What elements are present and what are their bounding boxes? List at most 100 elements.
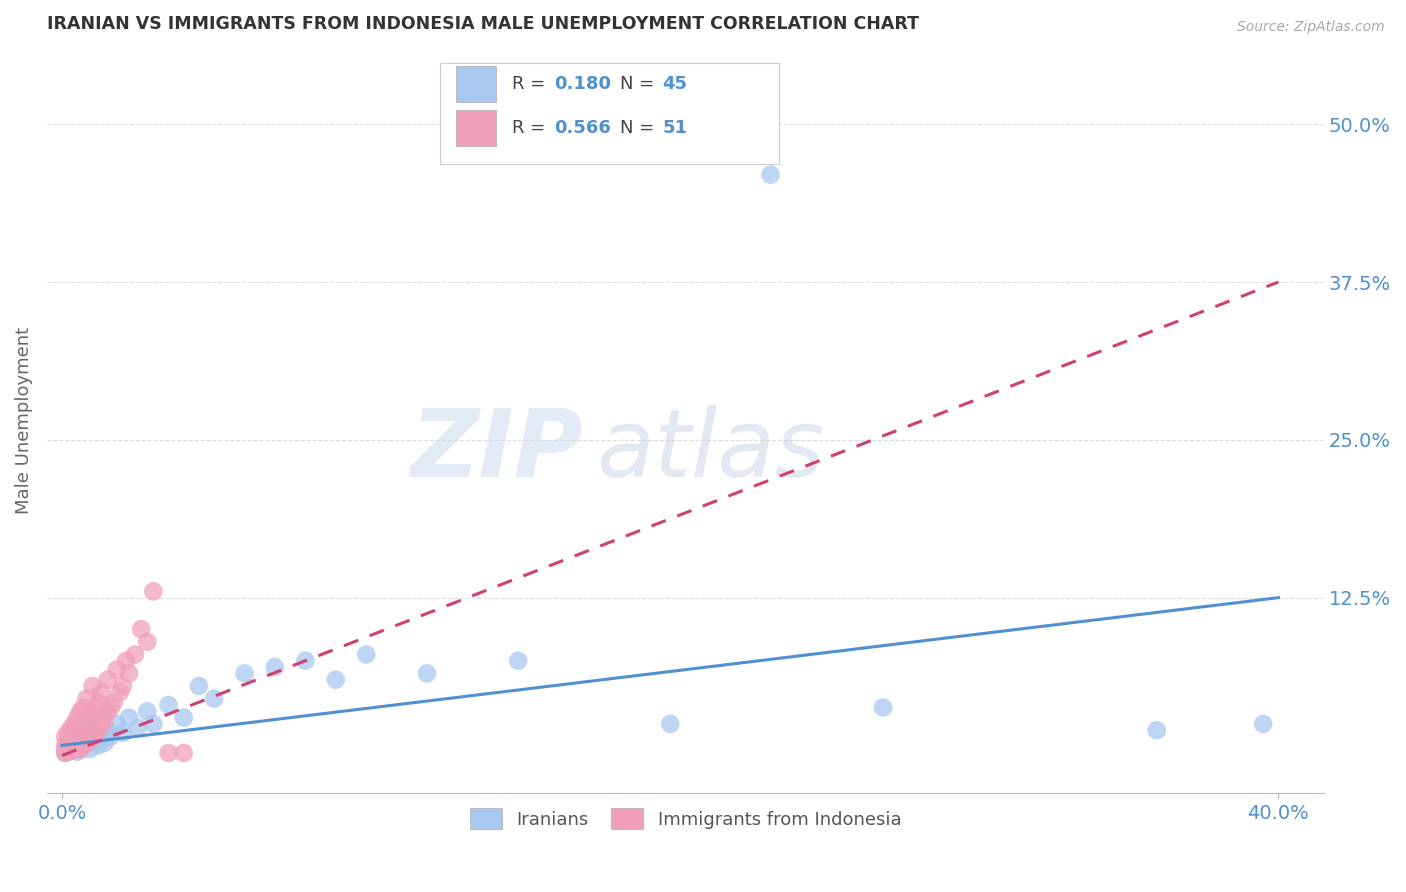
Point bbox=[173, 710, 195, 724]
Point bbox=[56, 736, 79, 750]
Point bbox=[53, 730, 76, 744]
FancyBboxPatch shape bbox=[456, 66, 496, 102]
Point bbox=[60, 736, 83, 750]
Point bbox=[60, 733, 83, 747]
Point bbox=[111, 679, 134, 693]
Point bbox=[63, 740, 86, 755]
Point bbox=[69, 704, 91, 718]
Point bbox=[127, 721, 149, 735]
Point bbox=[69, 742, 91, 756]
Text: 45: 45 bbox=[662, 75, 688, 93]
Point bbox=[53, 739, 76, 753]
Point bbox=[136, 635, 159, 649]
Point bbox=[90, 685, 112, 699]
Legend: Iranians, Immigrants from Indonesia: Iranians, Immigrants from Indonesia bbox=[463, 801, 908, 837]
Text: 0.180: 0.180 bbox=[554, 75, 612, 93]
Point bbox=[118, 666, 141, 681]
Point bbox=[659, 717, 682, 731]
Point bbox=[136, 704, 159, 718]
Point bbox=[264, 660, 287, 674]
Point bbox=[82, 733, 104, 747]
Point bbox=[66, 730, 89, 744]
Point bbox=[157, 698, 180, 712]
Point bbox=[53, 742, 76, 756]
Point bbox=[93, 736, 115, 750]
Point bbox=[142, 717, 165, 731]
Point bbox=[53, 746, 76, 760]
Point bbox=[124, 648, 146, 662]
Point bbox=[53, 746, 76, 760]
Text: IRANIAN VS IMMIGRANTS FROM INDONESIA MALE UNEMPLOYMENT CORRELATION CHART: IRANIAN VS IMMIGRANTS FROM INDONESIA MAL… bbox=[46, 15, 920, 33]
Point bbox=[103, 695, 125, 709]
Text: R =: R = bbox=[512, 119, 551, 137]
Point bbox=[56, 739, 79, 753]
Point bbox=[75, 717, 97, 731]
Text: N =: N = bbox=[620, 119, 661, 137]
Point bbox=[173, 746, 195, 760]
Point bbox=[100, 700, 122, 714]
Point bbox=[325, 673, 347, 687]
FancyBboxPatch shape bbox=[456, 110, 496, 145]
Point bbox=[84, 725, 107, 739]
Point bbox=[82, 717, 104, 731]
Text: 51: 51 bbox=[662, 119, 688, 137]
Y-axis label: Male Unemployment: Male Unemployment bbox=[15, 327, 32, 515]
Point bbox=[82, 679, 104, 693]
Point bbox=[63, 743, 86, 757]
Point bbox=[60, 721, 83, 735]
Point bbox=[72, 739, 94, 753]
Point bbox=[100, 730, 122, 744]
Point bbox=[129, 622, 152, 636]
Point bbox=[354, 648, 377, 662]
Point bbox=[187, 679, 209, 693]
Point bbox=[872, 700, 894, 714]
Point bbox=[56, 725, 79, 739]
Point bbox=[66, 745, 89, 759]
Point bbox=[97, 704, 120, 718]
Text: ZIP: ZIP bbox=[411, 405, 583, 497]
Point bbox=[416, 666, 439, 681]
Text: N =: N = bbox=[620, 75, 661, 93]
Point bbox=[105, 717, 128, 731]
Point bbox=[90, 717, 112, 731]
Point bbox=[72, 730, 94, 744]
Point bbox=[87, 723, 110, 738]
Point bbox=[72, 700, 94, 714]
Point bbox=[63, 733, 86, 747]
Point bbox=[82, 708, 104, 723]
Point bbox=[82, 730, 104, 744]
Point bbox=[72, 739, 94, 753]
Point bbox=[69, 742, 91, 756]
Point bbox=[294, 654, 316, 668]
Point bbox=[75, 736, 97, 750]
Point bbox=[66, 710, 89, 724]
Point bbox=[60, 743, 83, 757]
Point bbox=[79, 710, 101, 724]
Point bbox=[87, 695, 110, 709]
Point bbox=[69, 736, 91, 750]
Point bbox=[84, 700, 107, 714]
Point bbox=[93, 713, 115, 727]
Point bbox=[115, 654, 138, 668]
Point bbox=[157, 746, 180, 760]
Point bbox=[56, 745, 79, 759]
Point bbox=[142, 584, 165, 599]
Point bbox=[56, 745, 79, 759]
Point bbox=[508, 654, 530, 668]
Point bbox=[90, 730, 112, 744]
Point bbox=[60, 742, 83, 756]
Point bbox=[72, 723, 94, 738]
Text: 0.566: 0.566 bbox=[554, 119, 610, 137]
Point bbox=[111, 725, 134, 739]
FancyBboxPatch shape bbox=[440, 63, 779, 164]
Point bbox=[759, 168, 782, 182]
Point bbox=[97, 673, 120, 687]
Point bbox=[118, 710, 141, 724]
Text: Source: ZipAtlas.com: Source: ZipAtlas.com bbox=[1237, 20, 1385, 34]
Point bbox=[233, 666, 256, 681]
Point bbox=[63, 717, 86, 731]
Point bbox=[66, 740, 89, 755]
Point bbox=[1251, 717, 1274, 731]
Point bbox=[63, 731, 86, 745]
Point bbox=[87, 739, 110, 753]
